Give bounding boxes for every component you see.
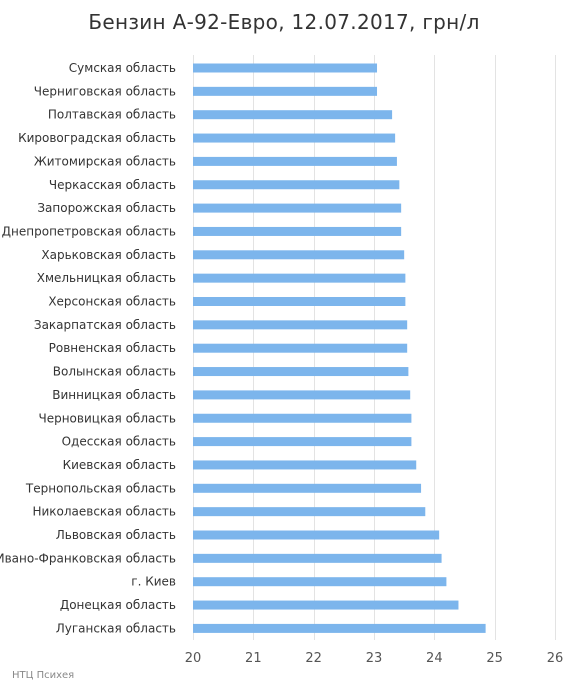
bar: [193, 133, 396, 143]
category-label: Луганская область: [56, 621, 176, 635]
bar: [193, 86, 378, 96]
bar: [193, 320, 408, 330]
category-label: Черкасская область: [49, 178, 176, 192]
bar: [193, 63, 378, 73]
bar: [193, 600, 459, 610]
x-tick-label: 23: [366, 651, 383, 666]
category-label: Днепропетровская область: [2, 224, 176, 238]
bar: [193, 623, 486, 633]
category-label: Закарпатская область: [34, 318, 176, 332]
chart-credit: НТЦ Психея: [12, 670, 74, 681]
category-label: Львовская область: [56, 528, 176, 542]
category-label: Винницкая область: [52, 388, 176, 402]
category-label: Одесская область: [62, 435, 176, 449]
category-label: Ровненская область: [49, 341, 176, 355]
x-tick-label: 24: [426, 651, 443, 666]
category-label: Кировоградская область: [18, 131, 176, 145]
category-label: Киевская область: [63, 458, 176, 472]
category-label: г. Киев: [131, 575, 176, 589]
category-label: Черновицкая область: [38, 411, 176, 425]
x-tick-label: 20: [185, 651, 202, 666]
category-label: Херсонская область: [48, 295, 176, 309]
x-tick-label: 22: [305, 651, 322, 666]
bar: [193, 483, 422, 493]
bar: [193, 110, 393, 120]
bar: [193, 413, 412, 423]
category-label: Тернопольская область: [25, 481, 176, 495]
category-label: Николаевская область: [32, 505, 176, 519]
category-label: Сумская область: [69, 61, 176, 75]
bar: [193, 530, 440, 540]
x-axis-ticks: 20 21 22 23 24 25 26: [185, 651, 564, 666]
bar: [193, 203, 402, 213]
bar: [193, 577, 447, 587]
category-label: Запорожская область: [37, 201, 176, 215]
bar: [193, 390, 411, 400]
bar: [193, 343, 408, 353]
bar: [193, 553, 442, 563]
bar: [193, 367, 409, 377]
category-label: Житомирская область: [34, 154, 176, 168]
category-label: Ивано-Франковская область: [0, 551, 176, 565]
category-labels: Сумская область Черниговская область Полта…: [0, 61, 176, 635]
chart-title: Бензин А-92-Евро, 12.07.2017, грн/л: [88, 10, 479, 34]
category-label: Черниговская область: [34, 84, 176, 98]
category-label: Хмельницкая область: [37, 271, 176, 285]
category-label: Полтавская область: [48, 108, 176, 122]
x-tick-label: 26: [547, 651, 564, 666]
category-label: Донецкая область: [60, 598, 176, 612]
category-label: Волынская область: [53, 365, 176, 379]
bar: [193, 297, 406, 306]
bar: [193, 250, 405, 260]
bar: [193, 226, 402, 236]
bar: [193, 180, 400, 190]
x-tick-label: 25: [486, 651, 503, 666]
bar: [193, 507, 426, 517]
bars: [193, 63, 486, 633]
bar: [193, 273, 406, 283]
x-tick-label: 21: [245, 651, 262, 666]
bar: [193, 437, 412, 447]
bar: [193, 460, 417, 470]
bar: [193, 156, 397, 166]
category-label: Харьковская область: [41, 248, 176, 262]
